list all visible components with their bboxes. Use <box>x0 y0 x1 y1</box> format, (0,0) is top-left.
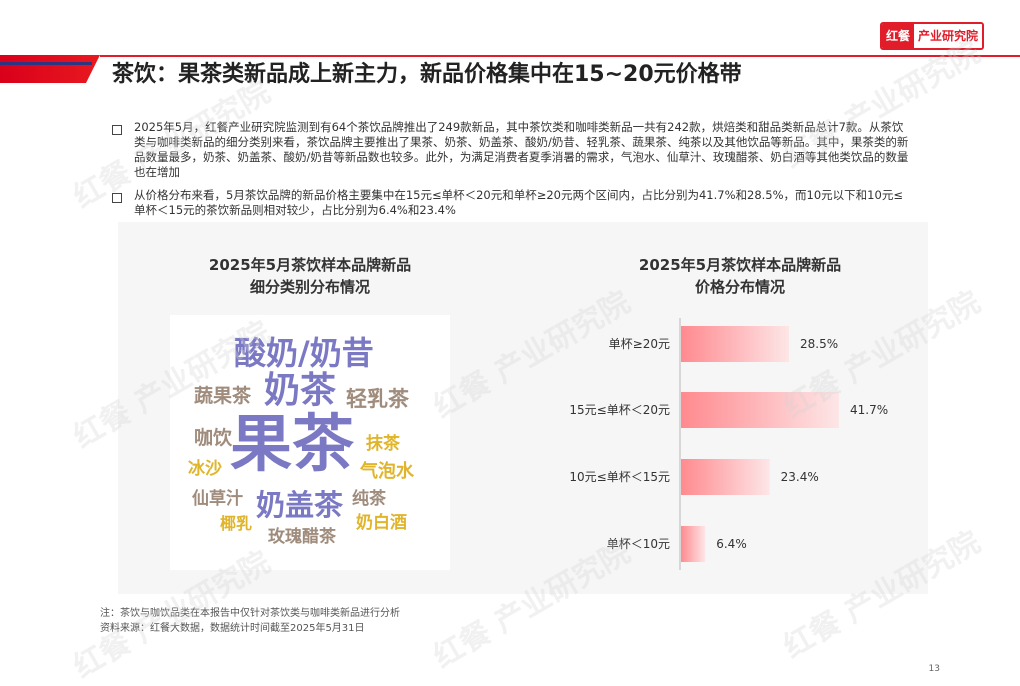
page-number: 13 <box>928 664 940 674</box>
word-milk-tea: 奶茶 <box>264 370 337 411</box>
word-matcha: 抹茶 <box>366 434 400 454</box>
page-title: 茶饮：果茶类新品成上新主力，新品价格集中在15~20元价格带 <box>112 62 742 87</box>
footnotes: 注：茶饮与咖饮品类在本报告中仅针对茶饮类与咖啡类新品进行分析 资料来源：红餐大数… <box>100 606 400 636</box>
logo-institute-text: 产业研究院 <box>913 24 982 48</box>
category-word-cloud: 酸奶/奶昔 蔬果茶 奶茶 轻乳茶 咖饮 果茶 抹茶 冰沙 气泡水 仙草汁 奶盖茶… <box>170 315 450 570</box>
word-smoothie: 冰沙 <box>188 459 222 479</box>
wordcloud-title: 2025年5月茶饮样本品牌新品 细分类别分布情况 <box>170 254 450 298</box>
header-rule <box>100 55 1020 57</box>
bullet-square-icon <box>112 193 122 203</box>
word-light-milk-tea: 轻乳茶 <box>346 387 409 411</box>
price-chart-title-line2: 价格分布情况 <box>694 278 785 296</box>
bullet-text: 2025年5月，红餐产业研究院监测到有64个茶饮品牌推出了249款新品，其中茶饮… <box>134 120 909 179</box>
bullet-item: 从价格分布来看，5月茶饮品牌的新品价格主要集中在15元≤单杯＜20元和单杯≥20… <box>112 188 912 218</box>
bullet-item: 2025年5月，红餐产业研究院监测到有64个茶饮品牌推出了249款新品，其中茶饮… <box>112 120 912 180</box>
word-coconut-milk: 椰乳 <box>220 514 253 533</box>
word-yogurt-milkshake: 酸奶/奶昔 <box>234 334 374 372</box>
price-chart-title-line1: 2025年5月茶饮样本品牌新品 <box>638 256 842 274</box>
word-cheese-foam-tea: 奶盖茶 <box>256 488 344 522</box>
bullet-text: 从价格分布来看，5月茶饮品牌的新品价格主要集中在15元≤单杯＜20元和单杯≥20… <box>134 188 903 217</box>
summary-bullets: 2025年5月，红餐产业研究院监测到有64个茶饮品牌推出了249款新品，其中茶饮… <box>112 120 912 226</box>
logo-brand-text: 红餐 <box>881 24 914 48</box>
word-sparkling-water: 气泡水 <box>360 461 414 482</box>
wordcloud-title-line1: 2025年5月茶饮样本品牌新品 <box>208 256 412 274</box>
wordcloud-title-line2: 细分类别分布情况 <box>249 278 370 296</box>
word-veg-fruit-tea: 蔬果茶 <box>194 385 252 407</box>
footnote-source: 资料来源：红餐大数据，数据统计时间截至2025年5月31日 <box>100 623 365 634</box>
header-accent-band <box>0 55 100 83</box>
brand-logo: 红餐 产业研究院 <box>879 22 984 50</box>
word-grass-jelly: 仙草汁 <box>192 489 243 509</box>
word-milk-liquor: 奶白酒 <box>356 513 407 533</box>
word-coffee: 咖饮 <box>194 427 233 449</box>
word-rose-vinegar-tea: 玫瑰醋茶 <box>268 527 336 547</box>
word-pure-tea: 纯茶 <box>352 489 386 509</box>
bullet-square-icon <box>112 125 122 135</box>
word-fruit-tea: 果茶 <box>230 407 355 480</box>
header-accent-stripe <box>0 62 92 65</box>
footnote-scope: 注：茶饮与咖饮品类在本报告中仅针对茶饮类与咖啡类新品进行分析 <box>100 608 400 619</box>
price-chart-title: 2025年5月茶饮样本品牌新品 价格分布情况 <box>570 254 910 298</box>
